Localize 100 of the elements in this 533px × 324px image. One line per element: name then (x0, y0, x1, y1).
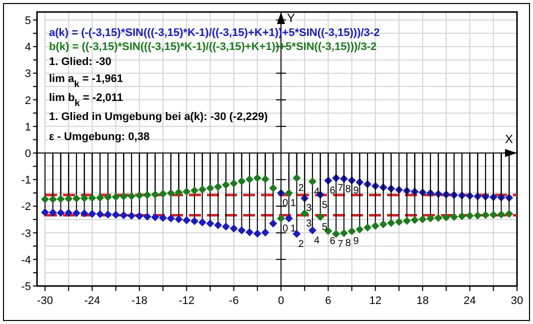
point (80, 194, 88, 202)
annotation: 6 (330, 186, 336, 197)
annotation: 3 (306, 218, 312, 230)
y-tick-label: -5 (21, 281, 31, 293)
x-tick-label: 0 (278, 295, 284, 307)
annotation: 1 (290, 223, 296, 234)
y-tick-label: 1 (24, 121, 31, 134)
point (206, 219, 214, 228)
point (458, 212, 466, 220)
point (277, 214, 285, 222)
point (41, 195, 49, 204)
point (174, 215, 183, 224)
point (112, 192, 120, 201)
point (128, 212, 136, 220)
point (253, 174, 262, 182)
y-tick-label: 5 (24, 15, 31, 27)
point (198, 218, 206, 226)
point (48, 195, 57, 204)
point (284, 189, 293, 198)
point (474, 212, 482, 220)
point (246, 175, 254, 184)
point (143, 212, 152, 221)
point (466, 212, 474, 220)
annotation: lim a$_{k}$ = -1,961 (49, 73, 124, 89)
point (253, 230, 262, 238)
point (96, 210, 104, 218)
annotation: 1. Glied: -30 (49, 56, 112, 68)
point (135, 212, 144, 220)
annotation: 8 (345, 184, 352, 195)
annotation: 6 (330, 236, 336, 247)
point (230, 179, 238, 188)
annotation: 7 (338, 238, 344, 250)
point (332, 230, 340, 238)
annotation: 2 (298, 183, 304, 194)
annotation: 4 (314, 235, 320, 246)
point (120, 211, 128, 220)
point (104, 210, 112, 218)
point (64, 208, 73, 217)
point (206, 184, 214, 192)
point (72, 194, 80, 202)
point (269, 219, 278, 228)
y-tick-label: 0 (24, 148, 31, 160)
annotation: 0 (282, 223, 288, 234)
point (418, 215, 427, 224)
point (190, 217, 198, 226)
point (348, 227, 356, 236)
point (505, 210, 514, 218)
point (56, 195, 65, 204)
point (112, 210, 120, 219)
point (489, 210, 498, 219)
y-tick-label: -4 (21, 254, 31, 266)
point (316, 212, 324, 221)
point (387, 218, 396, 227)
point (497, 210, 506, 218)
annotation: 1. Glied in Umgebung bei a(k): -30 (-2,229) (49, 111, 268, 123)
point (143, 191, 152, 200)
point (364, 223, 372, 232)
point (292, 174, 301, 182)
point (151, 190, 160, 198)
point (434, 214, 442, 222)
y-tick-label: -3 (21, 228, 31, 240)
point (128, 192, 136, 200)
point (72, 209, 80, 218)
y-tick-label: 4 (24, 42, 31, 54)
point (159, 214, 167, 222)
x-tick-label: 30 (510, 295, 524, 307)
x-tick-label: -30 (37, 295, 53, 307)
point (182, 216, 191, 224)
point (88, 194, 96, 202)
point (166, 189, 175, 198)
point (284, 214, 293, 222)
x-tick-label: 24 (464, 295, 476, 307)
point (222, 222, 230, 231)
x-tick-label: -24 (84, 295, 100, 307)
point (222, 180, 230, 189)
point (135, 192, 144, 200)
point (104, 193, 112, 202)
annotation: 5 (322, 200, 328, 211)
point (450, 212, 458, 221)
annotation: 8 (345, 238, 352, 250)
point (261, 175, 270, 184)
y-axis-title: Y (287, 11, 296, 25)
x-tick-label: 18 (416, 295, 429, 307)
annotation: 9 (353, 185, 360, 196)
point (214, 221, 222, 230)
x-tick-label: 12 (369, 295, 382, 307)
point (48, 208, 57, 217)
point (371, 222, 380, 230)
y-tick-label: 3 (24, 68, 31, 80)
point (80, 209, 88, 218)
point (340, 229, 348, 238)
point (182, 188, 191, 196)
point (269, 184, 278, 192)
point (159, 190, 167, 198)
point (166, 214, 175, 222)
point (308, 226, 316, 234)
point (442, 213, 450, 222)
point (379, 220, 388, 228)
point (230, 224, 238, 233)
point (151, 213, 160, 222)
